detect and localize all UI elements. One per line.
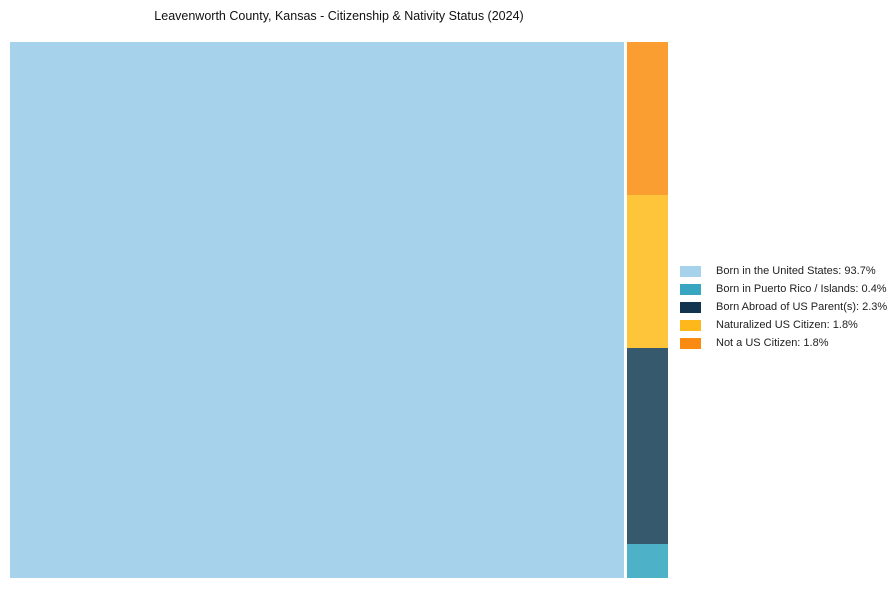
legend-label: Born in the United States: 93.7% — [716, 265, 876, 277]
legend-swatch — [680, 302, 701, 313]
legend-item-born-in-the-united-states: Born in the United States: 93.7% — [680, 266, 887, 277]
legend-item-born-in-puerto-rico-islands: Born in Puerto Rico / Islands: 0.4% — [680, 284, 887, 295]
chart-title: Leavenworth County, Kansas - Citizenship… — [154, 9, 524, 23]
legend-item-born-abroad-of-us-parent-s: Born Abroad of US Parent(s): 2.3% — [680, 302, 887, 313]
segment-born-abroad-of-us-parent-s — [626, 348, 668, 544]
segment-born-in-puerto-rico-islands — [626, 543, 668, 578]
legend-label: Naturalized US Citizen: 1.8% — [716, 319, 858, 331]
segment-naturalized-us-citizen — [626, 195, 668, 349]
segment-born-in-the-united-states — [10, 42, 624, 578]
legend-label: Born Abroad of US Parent(s): 2.3% — [716, 301, 888, 313]
legend-swatch — [680, 284, 701, 295]
legend-label: Born in Puerto Rico / Islands: 0.4% — [716, 283, 887, 295]
legend-item-not-a-us-citizen: Not a US Citizen: 1.8% — [680, 338, 887, 349]
legend-label: Not a US Citizen: 1.8% — [716, 337, 829, 349]
legend-swatch — [680, 320, 701, 331]
legend-swatch — [680, 266, 701, 277]
legend-item-naturalized-us-citizen: Naturalized US Citizen: 1.8% — [680, 320, 887, 331]
segment-not-a-us-citizen — [626, 42, 668, 196]
minor-column — [626, 42, 668, 578]
mosaic-plot — [10, 42, 668, 578]
legend: Born in the United States: 93.7% Born in … — [680, 266, 887, 349]
legend-swatch — [680, 338, 701, 349]
